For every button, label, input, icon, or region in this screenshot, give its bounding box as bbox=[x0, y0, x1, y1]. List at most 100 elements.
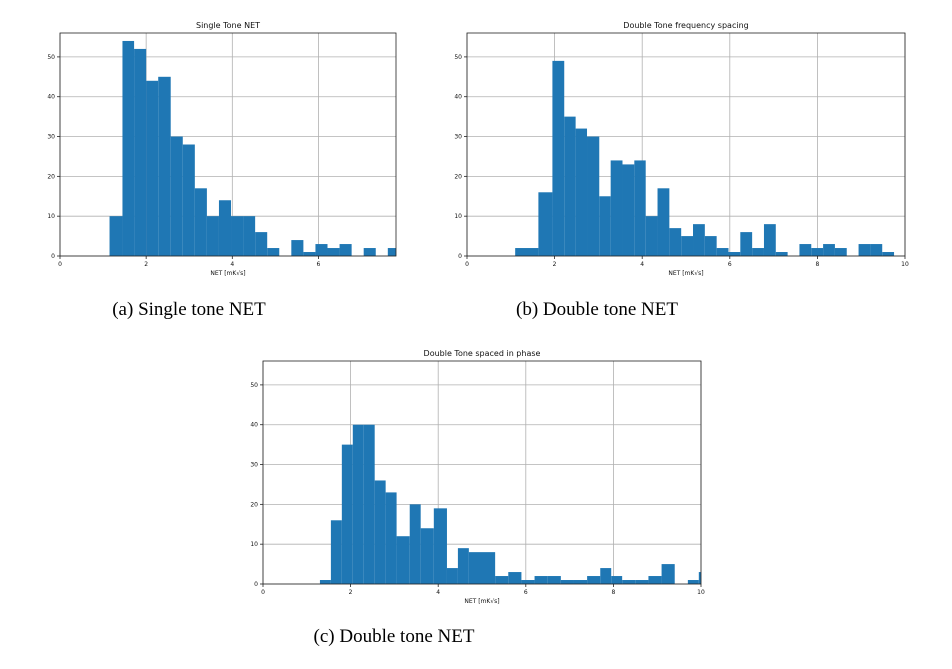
bars-group bbox=[109, 40, 396, 256]
histogram-bar bbox=[255, 232, 268, 256]
histogram-bar bbox=[823, 244, 835, 256]
histogram-bar bbox=[704, 236, 717, 256]
histogram-bar bbox=[267, 248, 280, 256]
histogram-bar bbox=[194, 188, 207, 256]
histogram-bar bbox=[600, 568, 612, 584]
histogram-bar bbox=[303, 252, 316, 256]
histogram-bar bbox=[698, 572, 701, 584]
histogram-bar bbox=[319, 580, 331, 584]
chart-panel-1: 0 2 4 6 0 10 20 30 40 50 Single Tone NET NET [mK√s] bbox=[47, 21, 397, 277]
histogram-bar bbox=[158, 76, 171, 256]
y-tick-label: 10 bbox=[250, 541, 258, 548]
histogram-bar bbox=[740, 232, 753, 256]
y-tick-label: 40 bbox=[454, 94, 462, 101]
histogram-bar bbox=[327, 248, 340, 256]
histogram-bar bbox=[799, 244, 812, 256]
figure-caption: (a) Single tone NET bbox=[112, 299, 266, 320]
x-tick-label: 6 bbox=[317, 261, 321, 268]
chart-title: Double Tone frequency spacing bbox=[623, 21, 748, 30]
x-axis-label: NET [mK√s] bbox=[210, 270, 245, 277]
x-tick-label: 10 bbox=[901, 261, 909, 268]
histogram-bar bbox=[575, 128, 588, 256]
histogram-bar bbox=[547, 576, 561, 584]
histogram-bar bbox=[374, 480, 386, 584]
figure-caption: (c) Double tone NET bbox=[313, 626, 475, 647]
histogram-bar bbox=[610, 160, 623, 256]
chart-panel-3: 0 2 4 6 8 10 0 10 20 30 40 50 Double Tone spaced in … bbox=[250, 349, 705, 605]
axes-frame bbox=[466, 32, 906, 257]
histogram-bar bbox=[622, 164, 635, 256]
axes-frame bbox=[262, 360, 702, 585]
histogram-bar bbox=[433, 508, 447, 584]
histogram-bar bbox=[661, 564, 675, 584]
chart-panel-2: 0 2 4 6 8 10 0 10 20 30 40 50 Double Tone frequency … bbox=[454, 21, 909, 277]
y-tick-label: 50 bbox=[250, 382, 258, 389]
x-tick-label: 8 bbox=[611, 589, 615, 596]
chart-title: Double Tone spaced in phase bbox=[424, 349, 541, 358]
histogram-bar bbox=[182, 144, 195, 256]
histogram-bar bbox=[552, 60, 565, 256]
histogram-bar bbox=[352, 424, 364, 584]
x-tick-label: 6 bbox=[524, 589, 528, 596]
histogram-bar bbox=[587, 136, 600, 256]
histogram-bar bbox=[573, 580, 588, 584]
figure-caption: (b) Double tone NET bbox=[516, 299, 678, 320]
x-tick-label: 0 bbox=[58, 261, 62, 268]
histogram-bar bbox=[669, 228, 682, 256]
histogram-bar bbox=[243, 216, 256, 256]
histogram-bar bbox=[206, 216, 219, 256]
y-tick-label: 10 bbox=[47, 213, 55, 220]
histogram-bar bbox=[508, 572, 522, 584]
histogram-bar bbox=[752, 248, 764, 256]
histogram-bar bbox=[495, 576, 509, 584]
histogram-bar bbox=[363, 424, 375, 584]
histogram-bar bbox=[811, 248, 824, 256]
histogram-bar bbox=[645, 216, 658, 256]
y-tick-label: 20 bbox=[250, 501, 258, 508]
histogram-bar bbox=[122, 40, 135, 256]
histogram-bar bbox=[834, 248, 847, 256]
histogram-bar bbox=[291, 240, 304, 256]
histogram-bar bbox=[560, 580, 574, 584]
y-tick-label: 0 bbox=[458, 253, 462, 260]
histogram-bar bbox=[446, 568, 458, 584]
x-axis-label: NET [mK√s] bbox=[668, 270, 703, 277]
y-tick-label: 0 bbox=[254, 581, 258, 588]
histogram-bar bbox=[218, 200, 232, 256]
histogram-bar bbox=[330, 520, 342, 584]
histogram-bar bbox=[521, 580, 535, 584]
histogram-bar bbox=[763, 224, 776, 256]
y-tick-label: 50 bbox=[454, 54, 462, 61]
y-tick-label: 40 bbox=[250, 422, 258, 429]
x-tick-label: 2 bbox=[349, 589, 353, 596]
histogram-bar bbox=[611, 576, 623, 584]
y-tick-label: 20 bbox=[47, 173, 55, 180]
x-tick-label: 4 bbox=[230, 261, 234, 268]
axes-frame bbox=[59, 32, 397, 257]
x-tick-label: 0 bbox=[261, 589, 265, 596]
histogram-bar bbox=[882, 252, 895, 256]
histogram-bar bbox=[775, 252, 788, 256]
y-tick-label: 30 bbox=[250, 462, 258, 469]
x-axis-label: NET [mK√s] bbox=[464, 598, 499, 605]
x-tick-label: 4 bbox=[640, 261, 644, 268]
histogram-bar bbox=[599, 196, 611, 256]
histogram-bar bbox=[870, 244, 883, 256]
histogram-bar bbox=[681, 236, 694, 256]
histogram-bar bbox=[468, 552, 482, 584]
histogram-bar bbox=[134, 48, 147, 256]
y-tick-label: 0 bbox=[51, 253, 55, 260]
bars-group bbox=[515, 60, 895, 256]
y-tick-label: 10 bbox=[454, 213, 462, 220]
histogram-bar bbox=[385, 492, 397, 584]
histogram-bar bbox=[387, 248, 396, 256]
histogram-bar bbox=[170, 136, 183, 256]
histogram-bar bbox=[482, 552, 496, 584]
histogram-bar bbox=[657, 188, 670, 256]
histogram-bar bbox=[716, 248, 729, 256]
histogram-bar bbox=[648, 576, 662, 584]
y-tick-label: 40 bbox=[47, 94, 55, 101]
histogram-bar bbox=[457, 548, 469, 584]
histogram-bar bbox=[109, 216, 123, 256]
